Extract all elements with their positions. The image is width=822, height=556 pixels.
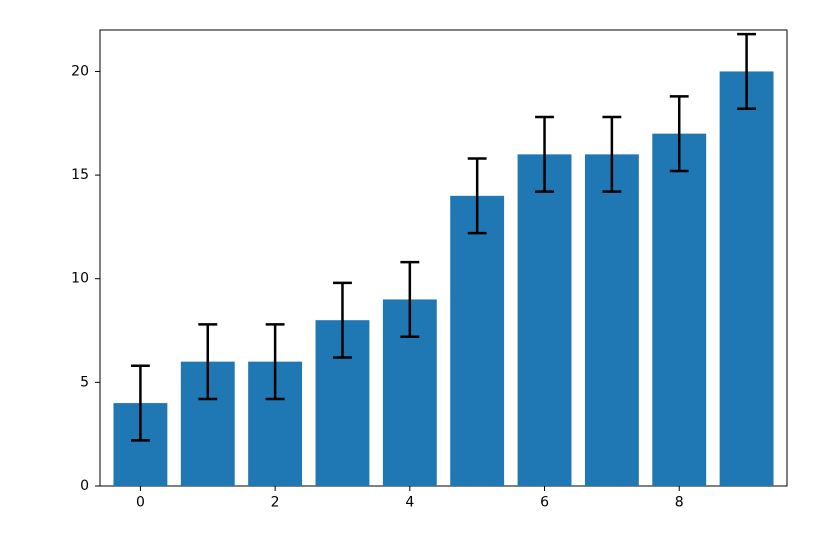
chart-svg: 0 5 10 15 20 0 2 4 6 8 [0, 0, 822, 556]
x-tick-label: 8 [675, 495, 684, 511]
bar-chart: 0 5 10 15 20 0 2 4 6 8 [0, 0, 822, 556]
bar [450, 196, 504, 486]
y-tick-label: 10 [71, 271, 89, 287]
x-tick-label: 2 [271, 495, 280, 511]
y-tick-label: 5 [80, 374, 89, 390]
x-tick-label: 6 [540, 495, 549, 511]
bar [652, 134, 706, 486]
bar [585, 154, 639, 486]
y-tick-label: 0 [80, 478, 89, 494]
bar [518, 154, 572, 486]
bar [720, 71, 774, 486]
x-tick-label: 4 [405, 495, 414, 511]
y-tick-label: 15 [71, 167, 89, 183]
x-tick-label: 0 [136, 495, 145, 511]
y-tick-label: 20 [71, 63, 89, 79]
